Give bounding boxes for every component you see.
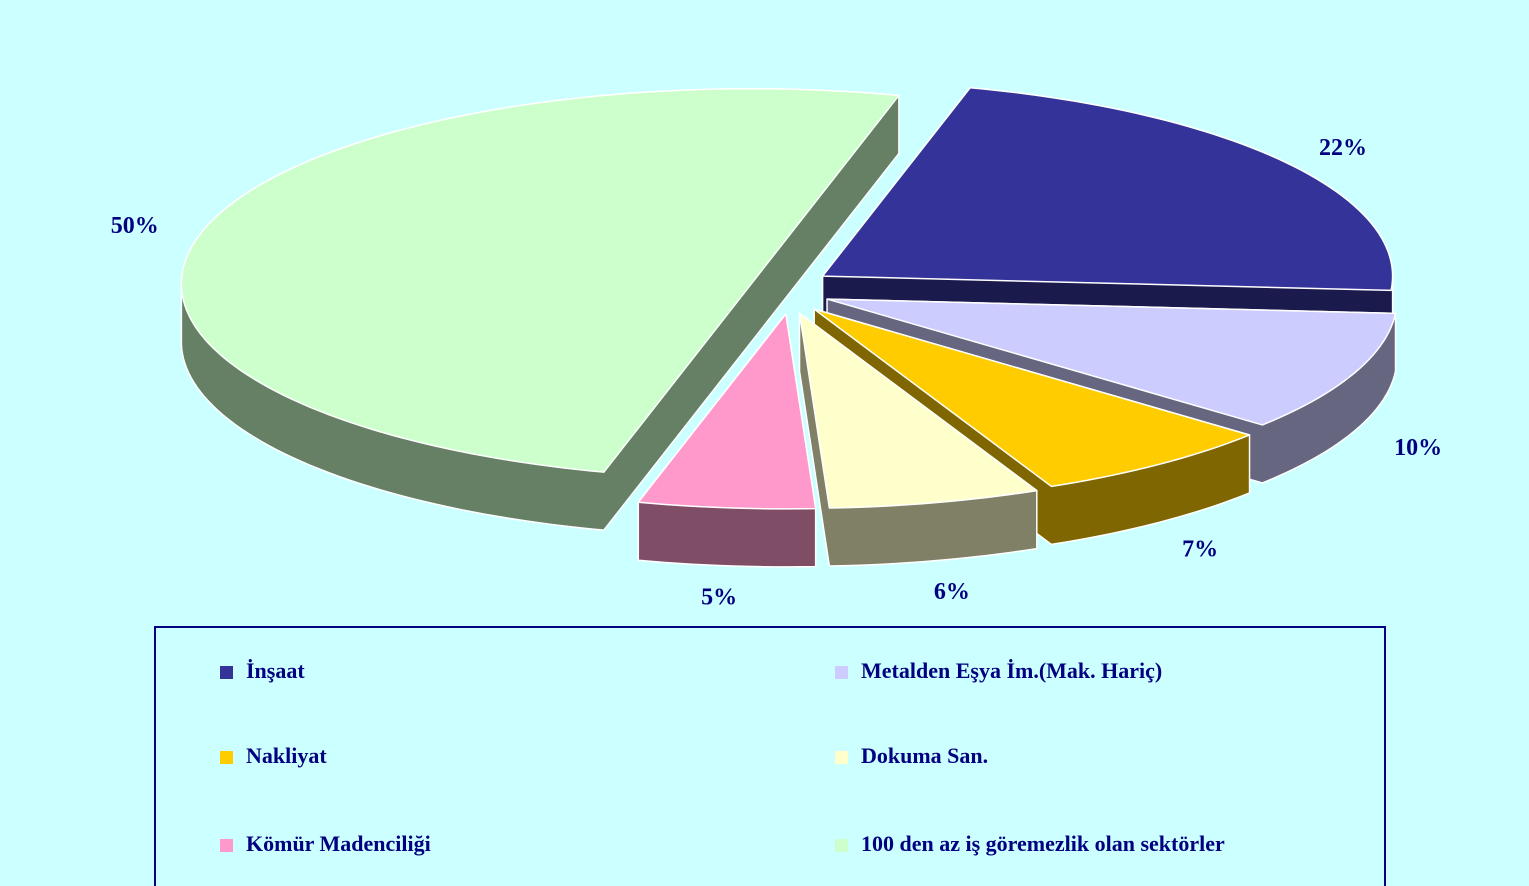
value-label: 7% bbox=[1182, 537, 1218, 563]
legend-label: Metalden Eşya İm.(Mak. Hariç) bbox=[861, 658, 1162, 683]
legend-label: 100 den az iş göremezlik olan sektörler bbox=[861, 831, 1225, 856]
slice bbox=[798, 312, 1038, 509]
slice bbox=[813, 308, 1251, 488]
legend: İnşaat Metalden Eşya İm.(Mak. Hariç) Nakli… bbox=[220, 658, 1225, 856]
legend-label: Kömür Madenciliği bbox=[246, 831, 431, 856]
value-label: 6% bbox=[934, 579, 970, 605]
slice bbox=[826, 298, 1397, 426]
legend-label: Nakliyat bbox=[246, 743, 327, 768]
legend-swatch bbox=[835, 666, 848, 679]
legend-label: Dokuma San. bbox=[861, 743, 988, 768]
legend-swatch bbox=[220, 839, 233, 852]
value-label: 10% bbox=[1394, 435, 1442, 461]
value-label: 22% bbox=[1319, 135, 1367, 161]
legend-label: İnşaat bbox=[246, 658, 305, 683]
value-label: 5% bbox=[701, 585, 737, 611]
value-label: 50% bbox=[111, 213, 159, 239]
slice bbox=[180, 88, 900, 473]
slice bbox=[637, 313, 817, 510]
legend-swatch bbox=[220, 751, 233, 764]
legend-swatch bbox=[220, 666, 233, 679]
pie: 22% 10% 7% 6% 5% 50% bbox=[111, 86, 1442, 611]
legend-swatch bbox=[835, 751, 848, 764]
legend-swatch bbox=[835, 839, 848, 852]
slice bbox=[821, 86, 1394, 292]
legend-box bbox=[154, 626, 1386, 886]
